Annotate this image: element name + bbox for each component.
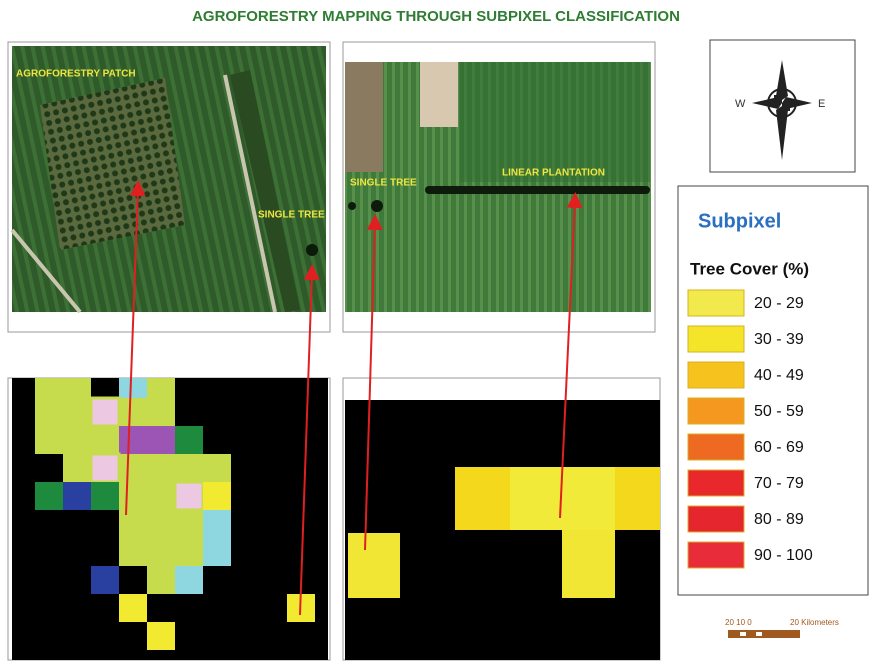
photo-left: AGROFORESTRY PATCH SINGLE TREE	[7, 41, 331, 333]
legend-label: 50 - 59	[754, 403, 804, 420]
pixel	[147, 538, 175, 566]
pixel	[119, 510, 147, 538]
pixel	[147, 622, 175, 650]
legend-swatch	[687, 505, 745, 533]
legend: Subpixel Tree Cover (%) 20 - 29 30 - 39 40…	[677, 185, 869, 596]
legend-swatch	[687, 541, 745, 569]
photo-right: SINGLE TREE LINEAR PLANTATION	[342, 41, 656, 333]
scale-unit: 20 Kilometers	[790, 618, 839, 627]
pixel	[89, 396, 121, 428]
legend-label: 40 - 49	[754, 367, 804, 384]
legend-swatch	[687, 289, 745, 317]
arrows	[125, 180, 583, 616]
pixel	[147, 426, 175, 454]
pixel	[147, 510, 175, 538]
pixel	[35, 398, 63, 426]
legend-label: 90 - 100	[754, 547, 813, 564]
pixel	[63, 426, 91, 454]
pixel	[119, 538, 147, 566]
pixel	[173, 480, 205, 512]
pixel	[147, 454, 175, 482]
pixel	[119, 482, 147, 510]
pixel	[175, 426, 203, 454]
pixel	[119, 378, 147, 398]
pixel	[175, 538, 203, 566]
pixel	[147, 398, 175, 426]
pixel	[119, 398, 147, 426]
photo-label: LINEAR PLANTATION	[502, 168, 605, 179]
legend-label: 60 - 69	[754, 439, 804, 456]
scale-ticks: 20 10 0	[725, 618, 752, 627]
legend-title: Subpixel	[698, 210, 781, 232]
pixel	[63, 398, 91, 426]
pixel	[175, 566, 203, 594]
legend-label: 20 - 29	[754, 295, 804, 312]
pixel	[119, 594, 147, 622]
scale-bar: 20 10 0 20 Kilometers	[725, 618, 839, 638]
photo-label: SINGLE TREE	[258, 210, 325, 221]
pixel	[147, 482, 175, 510]
legend-swatch	[687, 361, 745, 389]
pixel	[35, 482, 63, 510]
pixel-grid	[12, 378, 328, 660]
pixel	[119, 454, 147, 482]
title: AGROFORESTRY MAPPING THROUGH SUBPIXEL CL…	[192, 8, 680, 25]
pixel	[203, 482, 231, 510]
pixel	[203, 454, 231, 482]
pixel	[63, 482, 91, 510]
pixel	[91, 482, 119, 510]
pixel	[147, 566, 175, 594]
pixel	[91, 566, 119, 594]
photo-label: SINGLE TREE	[350, 178, 417, 189]
compass: W E	[709, 39, 856, 173]
pixel	[175, 454, 203, 482]
legend-swatch	[687, 325, 745, 353]
pixel	[91, 426, 119, 454]
pixel	[35, 426, 63, 454]
compass-west: W	[735, 98, 746, 110]
legend-label: 80 - 89	[754, 511, 804, 528]
pixel	[63, 454, 91, 482]
pixel	[119, 426, 147, 454]
pixel	[35, 378, 63, 398]
pixel	[203, 510, 231, 538]
pixel	[203, 538, 231, 566]
legend-subtitle: Tree Cover (%)	[690, 259, 809, 278]
pixel	[89, 452, 121, 484]
legend-swatch	[687, 469, 745, 497]
pixel	[147, 378, 175, 398]
legend-swatch	[687, 433, 745, 461]
compass-east: E	[818, 98, 825, 110]
legend-swatch	[687, 397, 745, 425]
legend-label: 30 - 39	[754, 331, 804, 348]
pixel	[63, 378, 91, 398]
pixel	[175, 510, 203, 538]
legend-label: 70 - 79	[754, 475, 804, 492]
pixel-map-right	[342, 377, 661, 661]
photo-label: AGROFORESTRY PATCH	[16, 69, 136, 80]
